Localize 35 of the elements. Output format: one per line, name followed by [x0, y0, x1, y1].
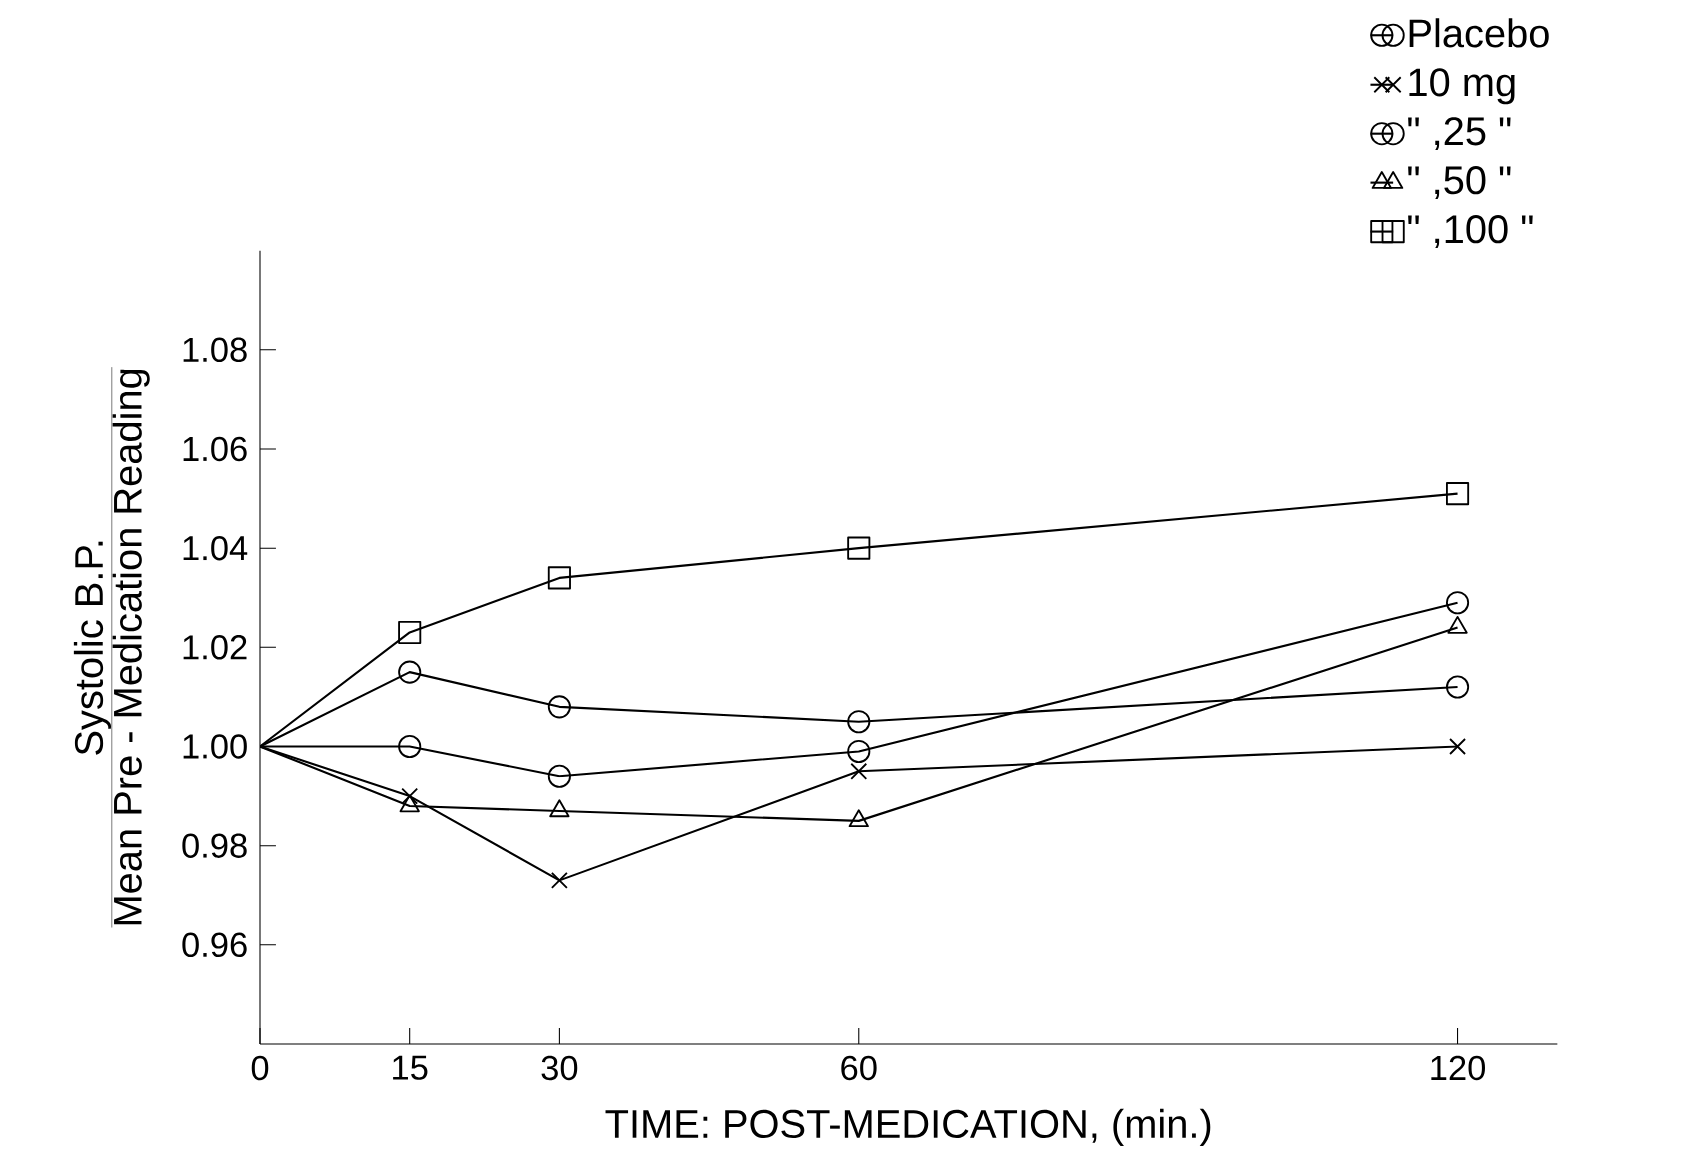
point [547, 566, 571, 590]
point [547, 764, 571, 788]
legend-label: " ,25 " [1408, 117, 1511, 151]
y-tick-label: 1.06 [183, 436, 247, 462]
point [1446, 591, 1470, 615]
legend-label: " ,50 " [1408, 166, 1511, 200]
point [847, 710, 871, 734]
x-axis-title: TIME: POST-MEDICATION, (min.) [605, 1108, 1211, 1146]
point [1449, 738, 1466, 755]
x-tick-label: 30 [541, 1055, 578, 1081]
point [1446, 482, 1470, 506]
point [398, 660, 422, 684]
point [401, 787, 419, 805]
point [398, 620, 422, 645]
legend-label: Placebo [1409, 18, 1549, 48]
point [850, 762, 868, 780]
y-axis-title: $\frac{\mbox{Systolic B.P.}}{\mbox{Mean Pre - Medication Reading}}$ [73, 367, 150, 928]
legend-label: 10 mg [1409, 68, 1515, 105]
point [550, 871, 568, 889]
x-tick-label: 120 [1431, 1055, 1485, 1081]
x-tick-label: 0 [251, 1055, 269, 1081]
y-tick-label: 1.04 [183, 535, 248, 561]
legend-label: " ,100 " [1408, 215, 1533, 248]
y-tick-label: 1.08 [183, 337, 247, 363]
point [398, 734, 422, 759]
point [847, 536, 871, 560]
x-tick-label: 15 [393, 1055, 428, 1080]
y-tick-label: 1.02 [183, 635, 247, 660]
y-tick-label: 1.00 [183, 734, 247, 759]
point [547, 695, 571, 719]
y-tick-label: 0.98 [182, 833, 247, 858]
point [1446, 675, 1470, 699]
x-tick-label: 60 [841, 1055, 877, 1081]
point [847, 739, 871, 764]
y-tick-label: 0.96 [182, 932, 247, 958]
